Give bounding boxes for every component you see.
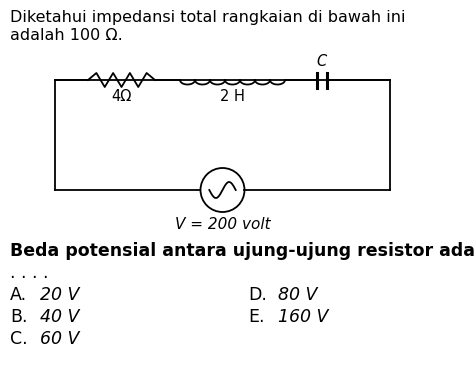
Text: Diketahui impedansi total rangkaian di bawah ini: Diketahui impedansi total rangkaian di b… [10, 10, 405, 25]
Text: B.: B. [10, 308, 27, 326]
Text: adalah 100 Ω.: adalah 100 Ω. [10, 28, 123, 43]
Text: Beda potensial antara ujung-ujung resistor adalah: Beda potensial antara ujung-ujung resist… [10, 242, 474, 260]
Text: 4Ω: 4Ω [111, 89, 132, 104]
Text: 80 V: 80 V [278, 286, 318, 304]
Text: 160 V: 160 V [278, 308, 328, 326]
Text: . . . .: . . . . [10, 264, 48, 282]
Text: 2 H: 2 H [220, 89, 245, 104]
Text: 20 V: 20 V [40, 286, 79, 304]
Text: D.: D. [248, 286, 267, 304]
Text: 60 V: 60 V [40, 330, 79, 348]
Text: V = 200 volt: V = 200 volt [175, 217, 270, 232]
Text: A.: A. [10, 286, 27, 304]
Text: C.: C. [10, 330, 27, 348]
Text: E.: E. [248, 308, 264, 326]
Text: C: C [317, 54, 327, 69]
Text: 40 V: 40 V [40, 308, 79, 326]
